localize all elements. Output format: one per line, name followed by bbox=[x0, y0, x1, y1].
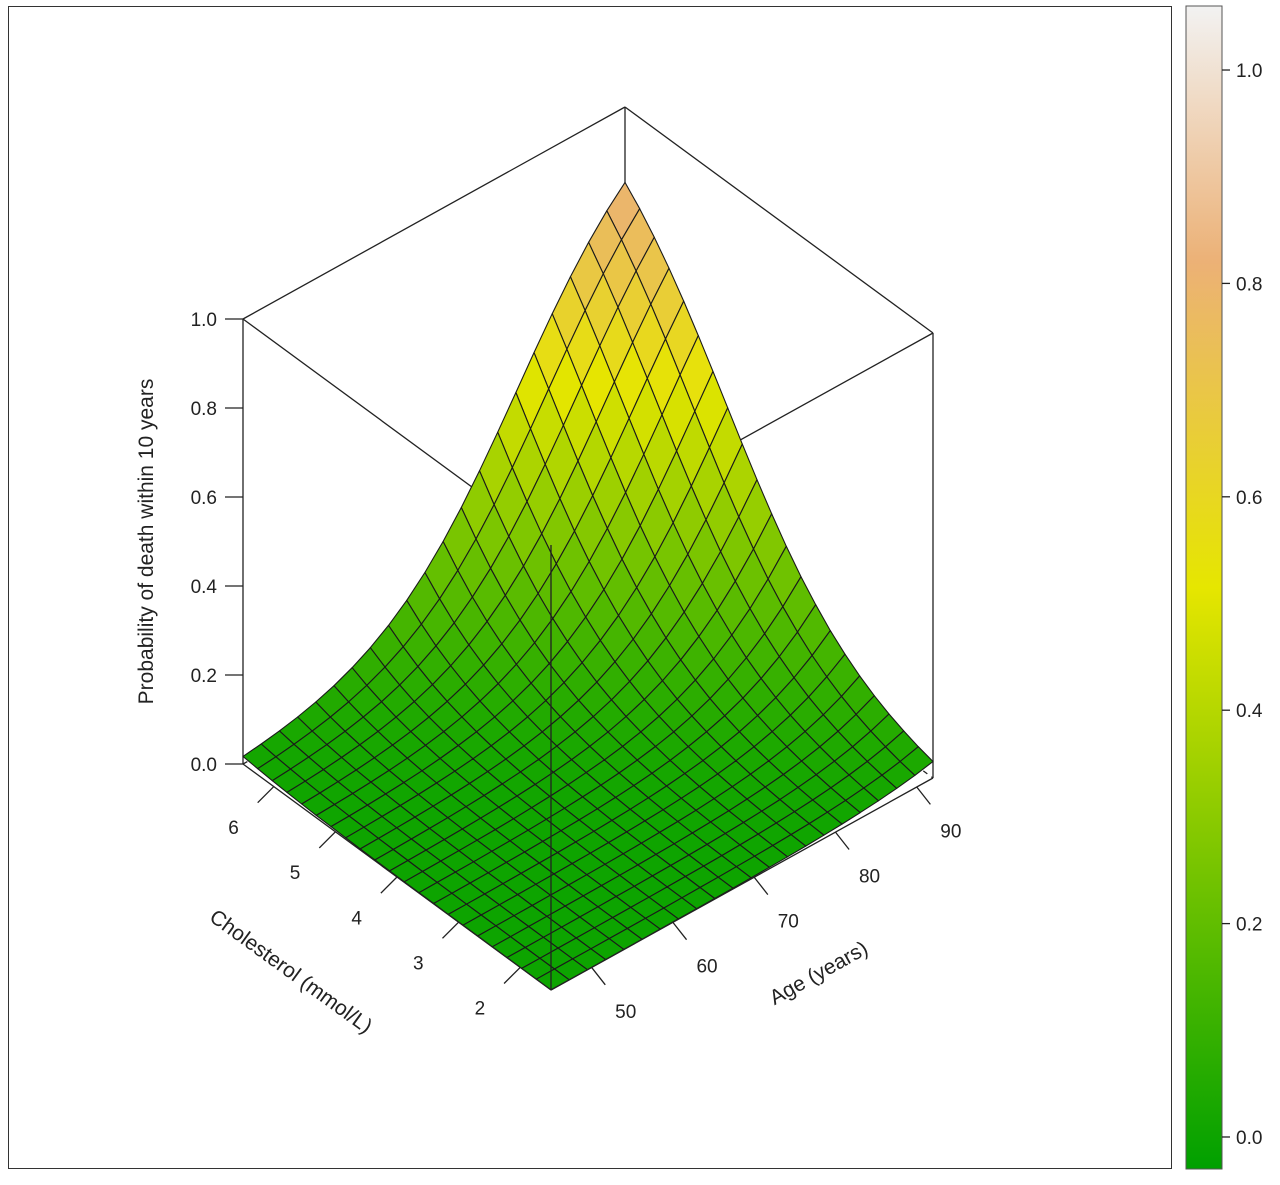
colorbar-tick-label: 0.4 bbox=[1236, 701, 1263, 722]
colorbar-tick-label: 0.8 bbox=[1236, 274, 1262, 295]
cholesterol-tick-label: 2 bbox=[475, 999, 486, 1020]
age-tick-label: 90 bbox=[940, 821, 961, 842]
colorbar-gradient bbox=[1185, 5, 1223, 1170]
z-tick-label: 1.0 bbox=[191, 310, 217, 331]
age-tick-label: 60 bbox=[696, 957, 717, 978]
age-axis-tick bbox=[672, 921, 688, 941]
cholesterol-axis-tick bbox=[442, 921, 460, 939]
colorbar-ticks: 0.0 0.2 0.4 0.6 0.8 1.0 bbox=[1222, 61, 1263, 1149]
z-axis-title: Probability of death within 10 years bbox=[135, 379, 158, 705]
cholesterol-tick-label: 6 bbox=[228, 818, 239, 839]
colorbar-tick-label: 0.2 bbox=[1236, 915, 1262, 936]
plot-panel: 0.0 0.2 0.4 0.6 0.8 1.0 50 60 70 80 90 2 3 4 5 6 Probab… bbox=[8, 6, 1172, 1169]
cholesterol-tick-label: 5 bbox=[290, 863, 301, 884]
age-tick-label: 80 bbox=[859, 867, 880, 888]
axes: 0.0 0.2 0.4 0.6 0.8 1.0 50 60 70 80 90 2 3 4 5 6 bbox=[191, 310, 962, 1023]
cholesterol-tick-label: 3 bbox=[413, 954, 424, 975]
cholesterol-axis-tick bbox=[318, 831, 336, 849]
surface-mesh bbox=[242, 181, 934, 991]
colorbar-tick-label: 0.6 bbox=[1236, 488, 1262, 509]
colorbar: 0.0 0.2 0.4 0.6 0.8 1.0 bbox=[1185, 5, 1263, 1170]
cholesterol-tick-label: 4 bbox=[351, 908, 362, 929]
age-axis-tick bbox=[834, 831, 850, 850]
age-axis-title: Age (years) bbox=[766, 937, 872, 1010]
back-top-edge-chol bbox=[624, 106, 934, 334]
surface-plot: 0.0 0.2 0.4 0.6 0.8 1.0 50 60 70 80 90 2 3 4 5 6 Probab… bbox=[135, 106, 962, 1038]
cholesterol-axis-tick bbox=[380, 876, 398, 894]
z-tick-label: 0.6 bbox=[191, 488, 217, 509]
age-tick-label: 50 bbox=[615, 1002, 636, 1023]
colorbar-tick-label: 0.0 bbox=[1236, 1128, 1262, 1149]
z-tick-label: 0.8 bbox=[191, 399, 217, 420]
front-floor-edge-age bbox=[550, 777, 934, 991]
colorbar-tick-label: 1.0 bbox=[1236, 61, 1262, 82]
cholesterol-axis-tick bbox=[257, 786, 275, 804]
z-tick-label: 0.2 bbox=[191, 666, 217, 687]
age-axis-tick bbox=[753, 876, 769, 895]
back-top-edge-age bbox=[242, 106, 626, 320]
age-axis-tick bbox=[916, 786, 931, 805]
z-tick-label: 0.4 bbox=[191, 577, 218, 598]
age-tick-label: 70 bbox=[778, 912, 799, 933]
color-legend: 0.0 0.2 0.4 0.6 0.8 1.0 bbox=[1180, 0, 1280, 1180]
age-axis-tick bbox=[591, 967, 606, 986]
z-tick-label: 0.0 bbox=[191, 755, 217, 776]
cholesterol-axis-tick bbox=[503, 966, 521, 984]
